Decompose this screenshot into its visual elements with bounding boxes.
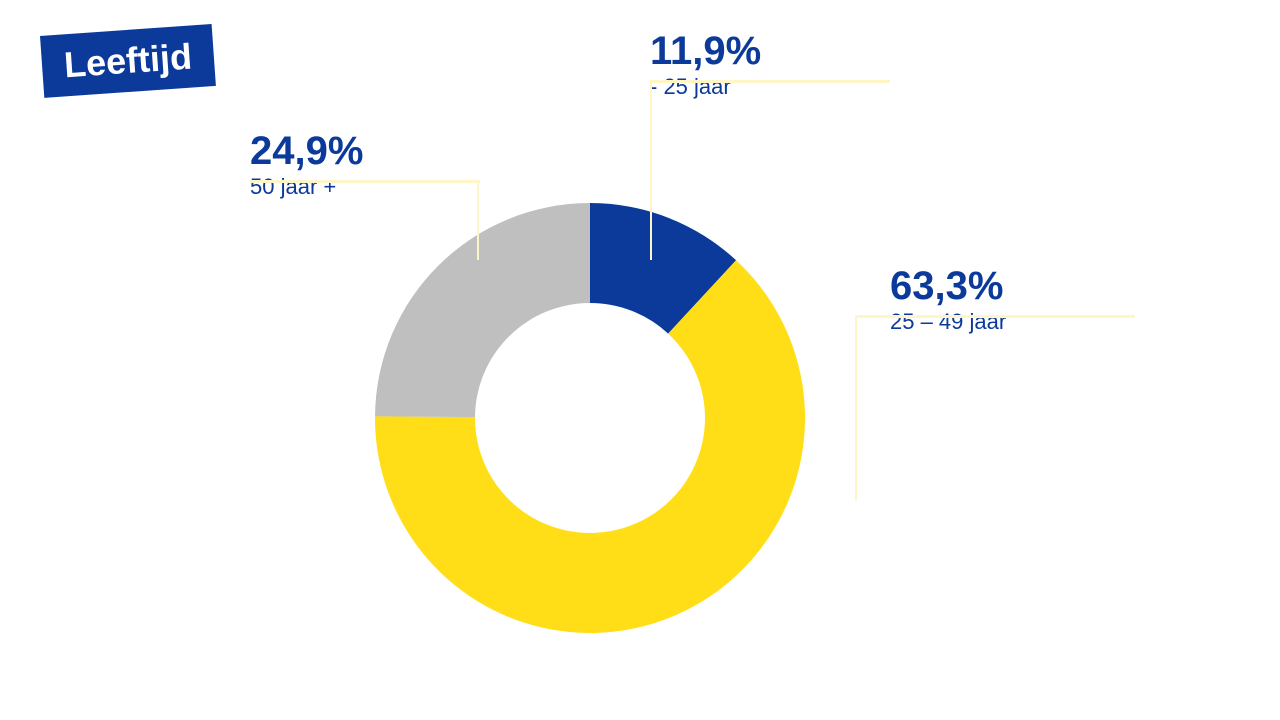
label-25to49: 25 – 49 jaar bbox=[890, 309, 1006, 335]
underline-25to49 bbox=[855, 315, 1135, 318]
leader-under25 bbox=[650, 80, 652, 260]
label-under25: - 25 jaar bbox=[650, 74, 761, 100]
pct-25to49: 63,3% bbox=[890, 265, 1006, 307]
slice-50plus bbox=[375, 203, 590, 417]
underline-under25 bbox=[650, 80, 890, 83]
callout-under25: 11,9% - 25 jaar bbox=[650, 30, 761, 100]
leader-50plus bbox=[477, 180, 479, 260]
callout-50plus: 24,9% 50 jaar + bbox=[250, 130, 363, 200]
underline-50plus bbox=[250, 180, 480, 183]
callout-25to49: 63,3% 25 – 49 jaar bbox=[890, 265, 1006, 335]
chart-area: 11,9% - 25 jaar 63,3% 25 – 49 jaar 24,9%… bbox=[0, 0, 1280, 720]
label-50plus: 50 jaar + bbox=[250, 174, 363, 200]
donut-chart bbox=[0, 0, 1280, 720]
pct-50plus: 24,9% bbox=[250, 130, 363, 172]
leader-25to49 bbox=[855, 315, 857, 500]
pct-under25: 11,9% bbox=[650, 30, 761, 72]
